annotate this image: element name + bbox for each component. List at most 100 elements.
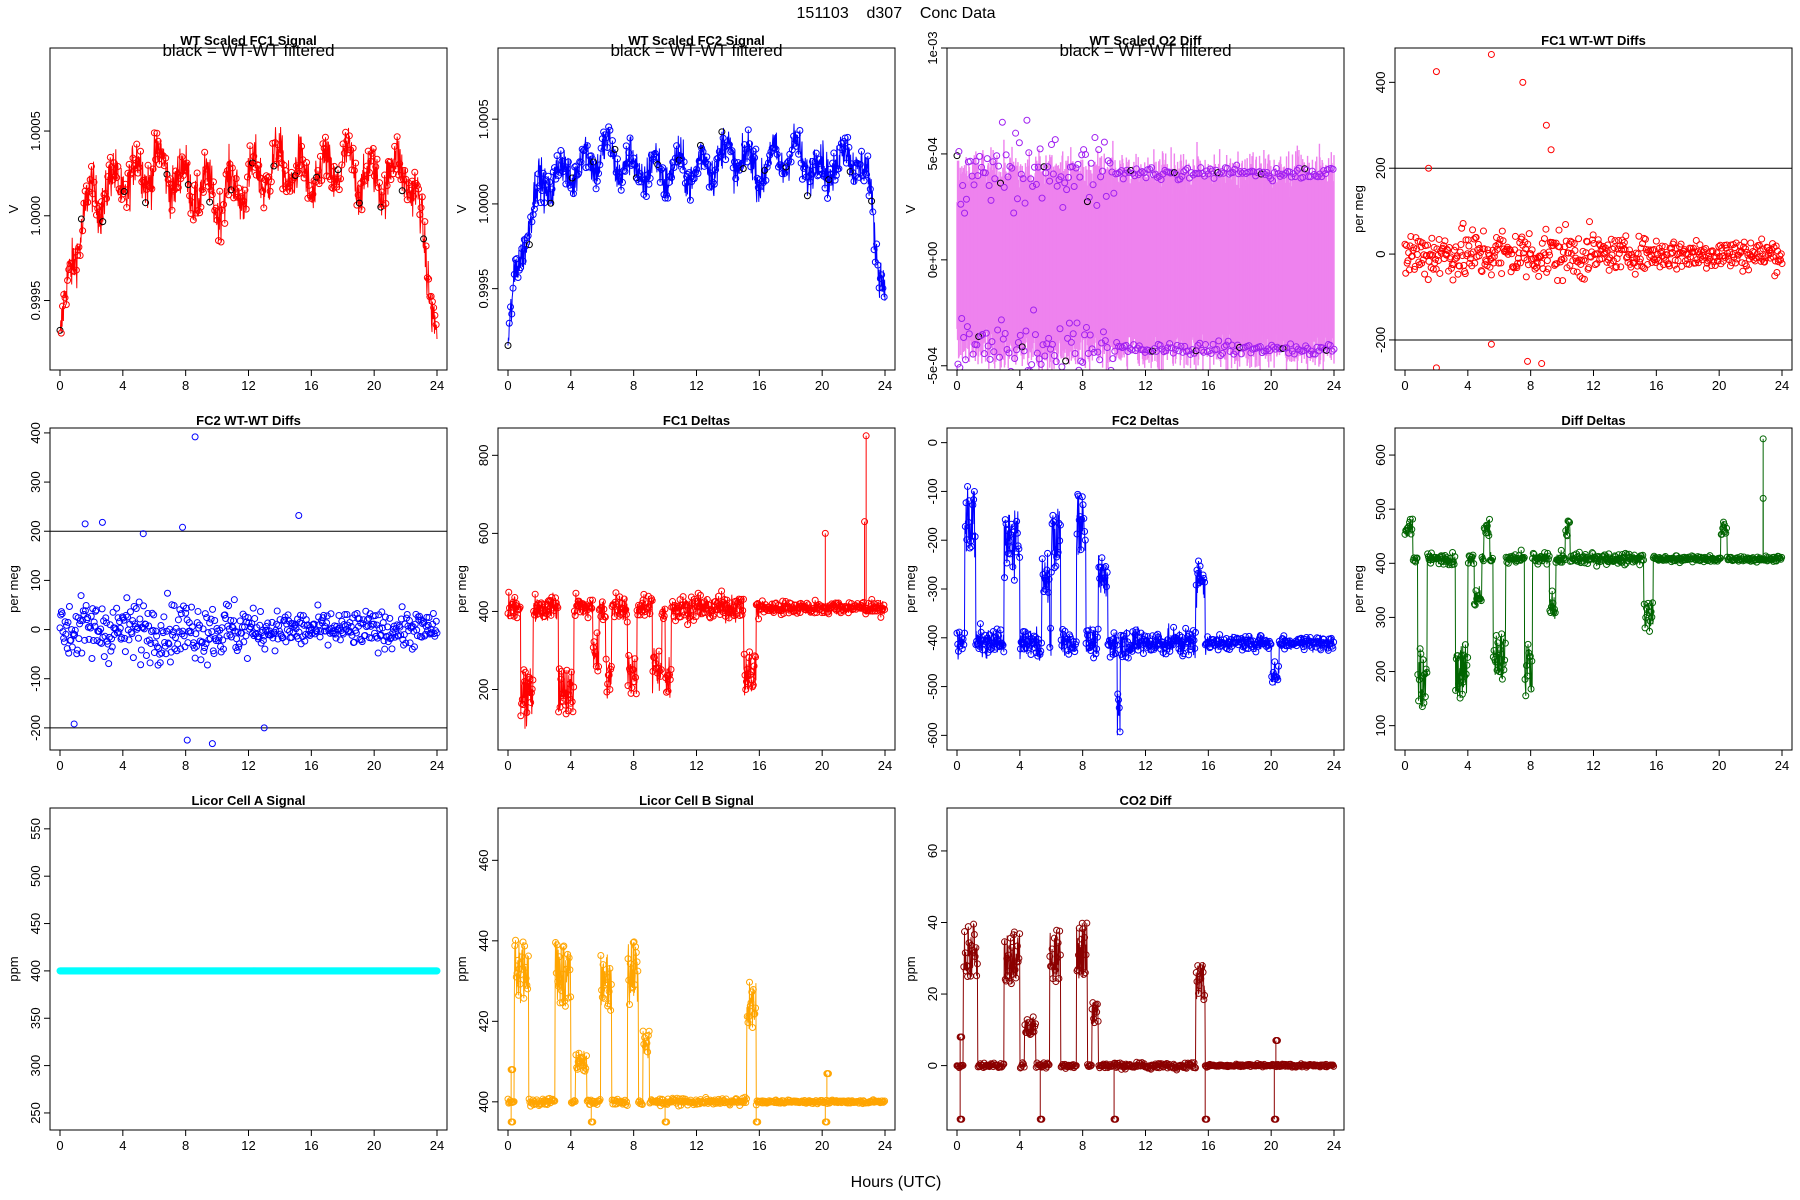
data-point — [177, 645, 185, 653]
data-point — [1472, 233, 1480, 241]
data-point — [993, 625, 1001, 633]
data-point — [1483, 522, 1491, 530]
data-point — [1013, 346, 1021, 354]
data-point — [1402, 242, 1410, 250]
data-point — [1055, 372, 1061, 378]
data-point — [70, 720, 78, 728]
data-point — [248, 629, 256, 637]
data-point — [1594, 236, 1602, 244]
data-point — [410, 643, 418, 651]
data-point — [1425, 164, 1433, 172]
data-point — [1568, 557, 1576, 565]
data-point — [1201, 341, 1209, 349]
data-point — [85, 635, 93, 643]
data-point — [656, 178, 664, 186]
data-point — [1661, 243, 1669, 251]
data-point — [1030, 163, 1038, 171]
data-point — [187, 209, 195, 217]
data-point — [1030, 632, 1038, 640]
data-point — [1409, 515, 1417, 523]
data-point — [161, 638, 169, 646]
data-point — [87, 624, 95, 632]
data-point — [1670, 238, 1678, 246]
data-point — [1063, 186, 1071, 194]
data-point — [577, 158, 585, 166]
data-point — [831, 176, 839, 184]
data-point — [1465, 552, 1473, 560]
data-point — [1058, 642, 1066, 650]
data-point — [1464, 653, 1472, 661]
plot-area — [56, 126, 440, 340]
data-point — [178, 153, 186, 161]
data-point — [274, 141, 282, 149]
data-point — [1000, 648, 1008, 656]
data-point — [1545, 248, 1553, 256]
data-point — [1570, 267, 1578, 275]
data-point — [594, 667, 602, 675]
data-point — [1547, 146, 1555, 154]
data-point — [1555, 226, 1563, 234]
data-point — [598, 598, 606, 606]
data-point — [232, 175, 240, 183]
x-tick-label: 24 — [1327, 378, 1341, 393]
data-point — [1408, 525, 1416, 533]
panel-title: WT Scaled FC2 Signal — [628, 33, 765, 48]
data-point — [98, 198, 106, 206]
data-point — [1091, 134, 1099, 142]
data-point — [1079, 501, 1087, 509]
data-point — [600, 605, 608, 613]
data-point — [1712, 253, 1720, 261]
data-point — [1432, 364, 1440, 370]
data-point — [764, 159, 772, 167]
data-point — [623, 618, 631, 626]
data-point — [1075, 366, 1083, 370]
data-point — [1531, 265, 1539, 273]
data-point — [557, 675, 565, 683]
panel-title: WT Scaled O2 Diff — [1090, 33, 1203, 48]
data-point — [774, 601, 782, 609]
data-point — [746, 140, 754, 148]
data-point — [115, 628, 123, 636]
data-point — [201, 148, 209, 156]
data-point — [1726, 262, 1734, 270]
data-point — [1471, 601, 1479, 609]
data-point — [1052, 562, 1060, 570]
data-point — [605, 123, 613, 131]
data-point — [1102, 583, 1110, 591]
data-point — [1215, 337, 1223, 345]
data-point — [508, 310, 516, 318]
data-point — [273, 607, 281, 615]
data-point — [320, 144, 328, 152]
data-point — [621, 167, 629, 175]
data-point — [1417, 243, 1425, 251]
data-point — [154, 137, 162, 145]
data-point — [427, 292, 435, 300]
data-point — [1057, 173, 1065, 181]
data-point — [1425, 257, 1433, 265]
data-point — [958, 315, 966, 323]
data-point — [165, 640, 173, 648]
data-point — [1029, 640, 1037, 648]
x-tick-label: 4 — [119, 378, 126, 393]
y-tick-label: 5e-04 — [925, 137, 940, 170]
data-point — [1617, 263, 1625, 271]
x-tick-label: 16 — [752, 758, 766, 773]
data-point — [162, 650, 170, 658]
data-point — [1003, 346, 1011, 354]
data-point — [1032, 649, 1040, 657]
x-tick-label: 16 — [752, 378, 766, 393]
data-point — [1068, 163, 1076, 171]
data-point — [1217, 352, 1225, 360]
data-point — [997, 626, 1005, 634]
data-point — [1047, 345, 1055, 353]
data-point — [616, 593, 624, 601]
data-point — [703, 153, 711, 161]
data-point — [102, 619, 110, 627]
data-point — [1242, 170, 1250, 178]
y-tick-label: 400 — [476, 601, 491, 623]
data-point — [386, 158, 394, 166]
data-point — [1543, 268, 1551, 276]
data-point — [430, 304, 438, 312]
data-point — [1778, 553, 1786, 561]
data-point — [1081, 527, 1089, 535]
